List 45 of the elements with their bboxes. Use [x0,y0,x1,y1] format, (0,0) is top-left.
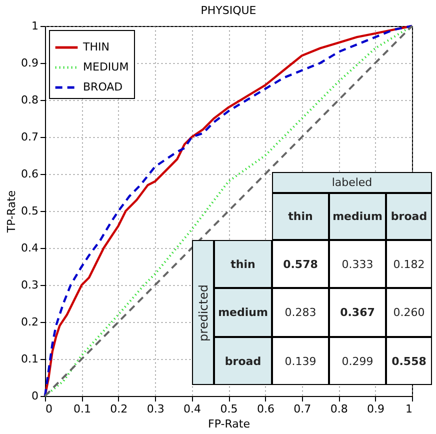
y-tick-label: 0.6 [21,168,38,180]
y-axis-title: TP-Rate [5,190,18,234]
y-tick-label: 0.5 [21,204,38,218]
annotation: thin [272,193,329,240]
y-tick-label: 0 [32,390,38,402]
x-tick-label: 0.6 [256,402,274,416]
annotation: 0.333 [329,240,386,288]
y-tick-label: 0.4 [21,242,38,254]
x-tick-label: 0.8 [330,402,348,416]
y-tick-label: 0.1 [21,352,38,366]
annotation: 0.139 [272,337,329,385]
annotation: 0.558 [386,337,432,385]
x-axis-title: FP-Rate [208,418,250,430]
x-tick-label: 0.3 [146,402,164,416]
annotation: 0.367 [329,288,386,337]
annotation: 0.182 [386,240,432,288]
y-tick-label: 0.9 [21,56,38,70]
annotation: broad [214,337,272,385]
annotation: 0.299 [329,337,386,385]
chart-title: PHYSIQUE [200,4,256,17]
annotation: 0.283 [272,288,329,337]
annotation: thin [214,240,272,288]
legend-label: THIN [82,40,110,54]
x-tick-label: 0.2 [110,402,128,416]
annotation: 0.260 [386,288,432,337]
x-tick-label: 0.5 [220,402,238,416]
annotation: labeled [272,172,432,193]
legend-label: BROAD [83,80,123,94]
annotation: predicted [196,284,210,341]
annotation: broad [386,193,432,240]
annotation: medium [214,288,272,337]
x-tick-label: 0.4 [184,402,202,416]
legend-label: MEDIUM [83,60,129,74]
y-tick-label: 0.3 [21,278,38,292]
y-tick-label: 0.2 [21,316,38,328]
x-tick-label: 1 [406,402,412,416]
x-tick-label: 0.1 [73,402,91,416]
y-tick-label: 1 [32,20,38,32]
x-tick-label: 0 [46,402,52,416]
x-tick-label: 0.9 [367,402,385,416]
x-tick-label: 0.7 [294,402,312,416]
y-tick-label: 0.8 [21,94,38,106]
annotation: 0.578 [272,240,329,288]
annotation: medium [329,193,386,240]
y-tick-label: 0.7 [21,130,38,144]
